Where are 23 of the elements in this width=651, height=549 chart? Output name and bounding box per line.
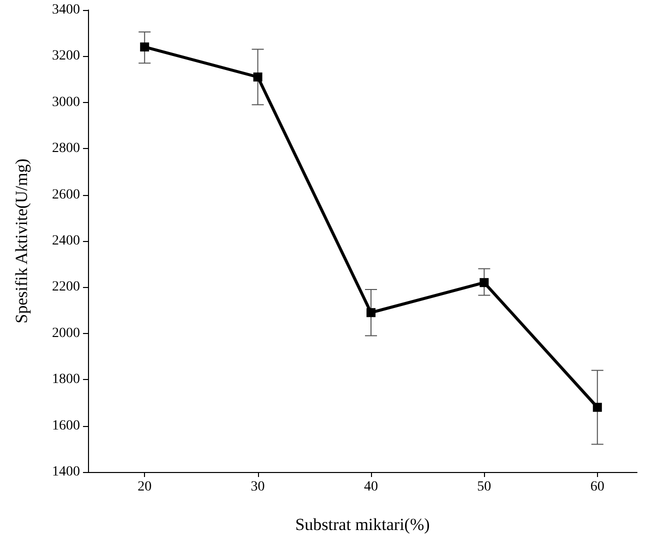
x-axis-title: Substrat miktari(%) xyxy=(295,515,430,534)
y-tick-label: 1400 xyxy=(52,464,80,480)
point xyxy=(366,308,376,318)
y-tick-label: 3000 xyxy=(52,94,80,110)
point xyxy=(140,42,150,52)
x-tick-label: 30 xyxy=(250,480,265,494)
y-tick-label: 2800 xyxy=(52,141,80,156)
y-tick-label: 2600 xyxy=(52,187,80,202)
x-tick-label: 50 xyxy=(477,480,492,494)
y-tick-label: 1800 xyxy=(52,372,80,388)
y-tick-label: 1600 xyxy=(52,418,80,434)
x-tick-label: 40 xyxy=(364,480,378,494)
y-axis-title: Spesifik Aktivite(U/mg) xyxy=(12,158,31,324)
point xyxy=(480,278,489,288)
y-tick-label: 2400 xyxy=(52,234,80,248)
y-tick-label: 2200 xyxy=(52,280,80,295)
x-tick-label: 60 xyxy=(590,480,604,494)
x-tick-label: 20 xyxy=(138,480,152,494)
y-tick-label: 2000 xyxy=(52,326,80,341)
point xyxy=(592,402,602,412)
y-tick-label: 3400 xyxy=(52,2,80,18)
y-tick-label: 3200 xyxy=(52,48,80,64)
point xyxy=(253,72,262,82)
